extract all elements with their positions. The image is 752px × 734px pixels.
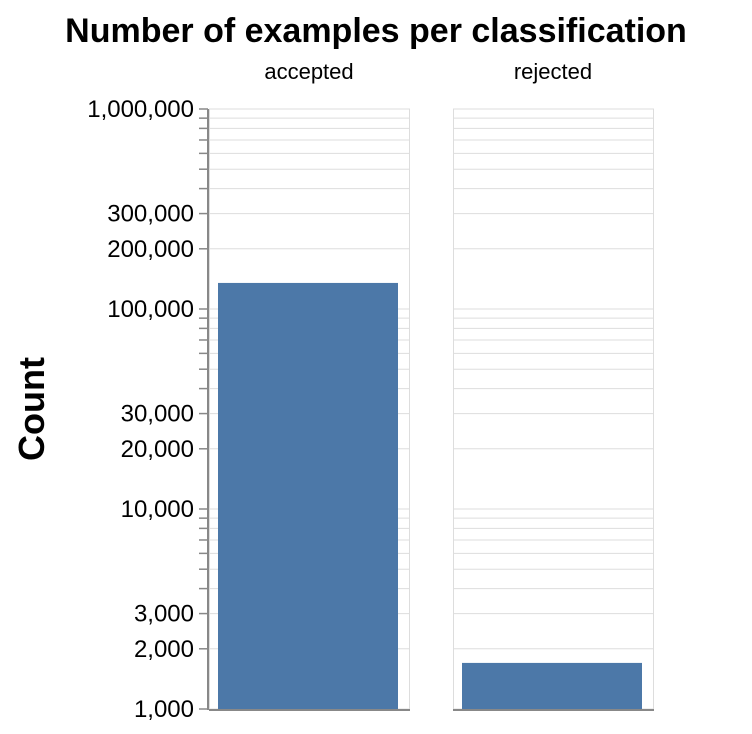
y-tick-label: 2,000: [134, 636, 194, 663]
chart-title: Number of examples per classification: [65, 12, 687, 50]
bar-accepted: [218, 282, 398, 709]
y-tick-label: 200,000: [107, 236, 194, 263]
y-tick-label: 10,000: [121, 496, 194, 523]
y-tick-label: 300,000: [107, 201, 194, 228]
y-tick-label: 1,000,000: [87, 96, 194, 123]
y-tick-label: 30,000: [121, 401, 194, 428]
panel-frame-rejected: [453, 108, 654, 710]
y-tick-label: 100,000: [107, 296, 194, 323]
facet-label-rejected: rejected: [514, 59, 592, 84]
y-tick-label: 3,000: [134, 601, 194, 628]
y-tick-label: 1,000: [134, 696, 194, 723]
y-tick-label: 20,000: [121, 436, 194, 463]
y-axis-label: Count: [11, 357, 52, 461]
bar-rejected: [462, 662, 642, 709]
facet-label-accepted: accepted: [264, 59, 353, 84]
